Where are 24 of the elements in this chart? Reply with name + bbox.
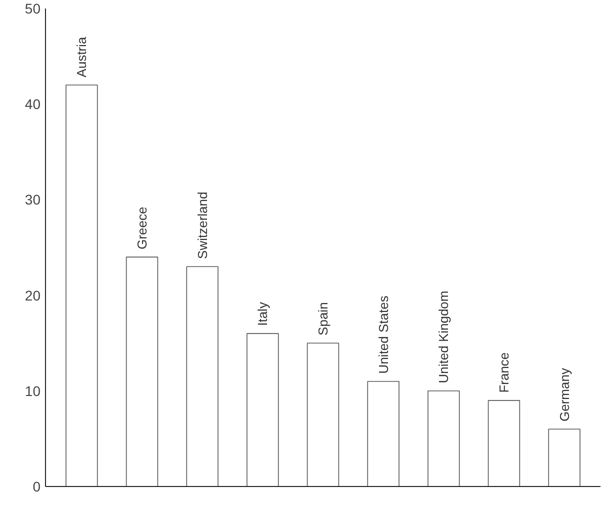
y-tick-label: 0 — [32, 478, 41, 494]
x-tick-label: United States — [376, 295, 391, 374]
y-tick-label: 50 — [24, 0, 41, 16]
bar — [126, 256, 158, 486]
bar — [548, 428, 580, 486]
bar — [66, 84, 98, 486]
y-tick-label: 20 — [24, 287, 41, 304]
y-tick-label: 40 — [24, 96, 41, 112]
x-tick-label: Germany — [556, 368, 572, 422]
bar — [186, 266, 218, 486]
bar — [488, 400, 520, 486]
bar — [428, 390, 460, 486]
x-tick-label: Spain — [316, 302, 330, 336]
x-tick-label: Greece — [134, 206, 150, 250]
x-tick-label: United Kingdom — [436, 290, 452, 384]
y-tick-label: 30 — [24, 192, 41, 208]
y-tick-label: 10 — [24, 382, 41, 399]
bar — [367, 380, 400, 486]
x-tick-label: Austria — [74, 36, 90, 78]
x-tick-label: France — [496, 352, 512, 393]
x-tick-label: Switzerland — [194, 192, 210, 259]
bar — [246, 333, 279, 486]
x-tick-label: Italy — [255, 302, 270, 326]
bar — [306, 342, 340, 486]
